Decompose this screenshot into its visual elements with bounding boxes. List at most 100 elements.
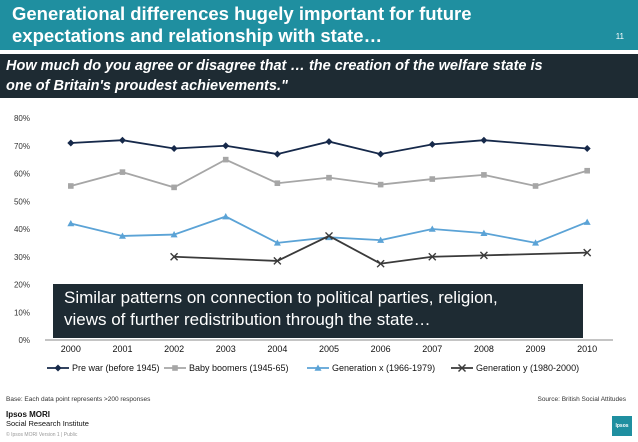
triangle-marker bbox=[118, 232, 126, 239]
x-tick-label: 2006 bbox=[371, 344, 391, 354]
triangle-marker bbox=[583, 218, 591, 225]
diamond-marker bbox=[480, 136, 488, 144]
x-tick-label: 2008 bbox=[474, 344, 494, 354]
triangle-marker bbox=[532, 239, 540, 246]
diamond-marker bbox=[54, 364, 62, 372]
callout-box: Similar patterns on connection to politi… bbox=[53, 284, 583, 338]
x-marker bbox=[376, 259, 385, 268]
slide-title-line-2: expectations and relationship with state… bbox=[12, 25, 383, 46]
logo-line-1: Ipsos MORI bbox=[6, 410, 51, 419]
x-marker-stroke bbox=[479, 251, 488, 260]
x-tick-label: 2009 bbox=[526, 344, 546, 354]
series-2 bbox=[67, 213, 591, 246]
square-marker bbox=[68, 183, 74, 189]
y-tick-label: 50% bbox=[14, 197, 30, 206]
slide-title: Generational differences hugely importan… bbox=[12, 3, 471, 47]
legend-label: Generation x (1966-1979) bbox=[332, 363, 435, 373]
square-marker bbox=[222, 156, 229, 163]
x-marker bbox=[479, 251, 488, 260]
x-tick-label: 2002 bbox=[164, 344, 184, 354]
square-marker bbox=[274, 180, 281, 187]
page-number: 11 bbox=[615, 32, 624, 41]
triangle-marker bbox=[67, 219, 75, 227]
series-line bbox=[70, 158, 588, 189]
triangle-marker bbox=[377, 236, 385, 243]
square-marker bbox=[172, 365, 178, 371]
series-line bbox=[70, 139, 588, 155]
x-tick-label: 2005 bbox=[319, 344, 339, 354]
x-marker bbox=[273, 256, 282, 265]
source-note: Source: British Social Attitudes bbox=[537, 396, 626, 403]
y-tick-label: 0% bbox=[18, 336, 30, 345]
x-marker-stroke bbox=[583, 248, 592, 257]
y-tick-label: 40% bbox=[14, 225, 30, 234]
chart-legend: Pre war (before 1945) Baby boomers (1945-… bbox=[47, 363, 579, 373]
x-marker-stroke bbox=[325, 231, 333, 240]
triangle-marker bbox=[314, 364, 322, 371]
square-marker bbox=[171, 184, 177, 191]
question-bar bbox=[0, 54, 638, 98]
survey-question-line-2: one of Britain's proudest achievements." bbox=[6, 78, 288, 94]
square-marker bbox=[532, 183, 539, 189]
x-marker bbox=[458, 364, 466, 372]
x-tick-label: 2004 bbox=[267, 344, 287, 354]
ipsos-brand-badge: Ipsos bbox=[612, 416, 632, 436]
square-marker bbox=[429, 176, 436, 182]
chart-axes: 0% 10% 20% 30% 40% 50% 60% 70% 80% 2000 2001 2002 20… bbox=[14, 114, 613, 354]
square-marker bbox=[326, 174, 332, 181]
x-tick-label: 2010 bbox=[577, 344, 597, 354]
legend-label: Generation y (1980-2000) bbox=[476, 363, 579, 373]
y-tick-label: 80% bbox=[14, 114, 30, 123]
square-marker bbox=[481, 172, 487, 178]
x-marker-stroke bbox=[170, 252, 179, 261]
y-tick-label: 10% bbox=[14, 308, 30, 317]
diamond-marker bbox=[583, 145, 591, 153]
x-tick-label: 2007 bbox=[422, 344, 442, 354]
series-0 bbox=[67, 136, 591, 158]
diamond-marker bbox=[428, 140, 436, 148]
diamond-marker bbox=[222, 142, 230, 150]
triangle-marker bbox=[480, 229, 488, 236]
line-chart: 0% 10% 20% 30% 40% 50% 60% 70% 80% 2000 2001 2002 20… bbox=[14, 114, 613, 373]
callout-line-2: views of further redistribution through … bbox=[64, 310, 431, 329]
y-tick-label: 30% bbox=[14, 253, 30, 262]
square-marker bbox=[584, 167, 590, 174]
y-tick-label: 60% bbox=[14, 170, 30, 179]
x-marker bbox=[583, 248, 592, 257]
triangle-marker bbox=[222, 213, 230, 220]
triangle-marker bbox=[170, 231, 178, 238]
series-3 bbox=[170, 231, 592, 268]
legend-label: Pre war (before 1945) bbox=[72, 363, 160, 373]
square-marker bbox=[119, 169, 126, 175]
x-tick-label: 2000 bbox=[61, 344, 81, 354]
x-marker bbox=[170, 252, 179, 261]
triangle-marker bbox=[428, 225, 436, 232]
y-tick-label: 20% bbox=[14, 281, 30, 290]
survey-question: How much do you agree or disagree that …… bbox=[6, 56, 632, 96]
x-marker-stroke bbox=[458, 364, 466, 372]
diamond-marker bbox=[67, 139, 75, 147]
x-marker bbox=[325, 231, 333, 240]
survey-question-line-1: How much do you agree or disagree that …… bbox=[6, 58, 543, 74]
x-tick-label: 2003 bbox=[216, 344, 236, 354]
diamond-marker bbox=[325, 138, 333, 146]
base-note: Base: Each data point represents >200 re… bbox=[6, 396, 151, 403]
legend-label: Baby boomers (1945-65) bbox=[189, 363, 289, 373]
y-tick-label: 70% bbox=[14, 142, 30, 151]
diamond-marker bbox=[170, 145, 178, 153]
title-bar bbox=[0, 0, 638, 50]
chart-series bbox=[67, 136, 592, 268]
diamond-marker bbox=[273, 150, 281, 158]
x-tick-label: 2001 bbox=[112, 344, 132, 354]
diamond-marker bbox=[118, 136, 126, 144]
triangle-marker bbox=[273, 239, 281, 246]
x-marker-stroke bbox=[376, 259, 385, 268]
series-1 bbox=[68, 156, 590, 191]
logo-line-2: Social Research Institute bbox=[6, 419, 89, 428]
copyright-text: © Ipsos MORI Version 1 | Public bbox=[6, 432, 78, 438]
x-marker bbox=[428, 252, 437, 261]
slide-title-line-1: Generational differences hugely importan… bbox=[12, 3, 472, 24]
x-marker-stroke bbox=[273, 256, 282, 265]
ipsos-mori-logo: Ipsos MORI Social Research Institute bbox=[6, 410, 89, 428]
x-marker-stroke bbox=[428, 252, 437, 261]
